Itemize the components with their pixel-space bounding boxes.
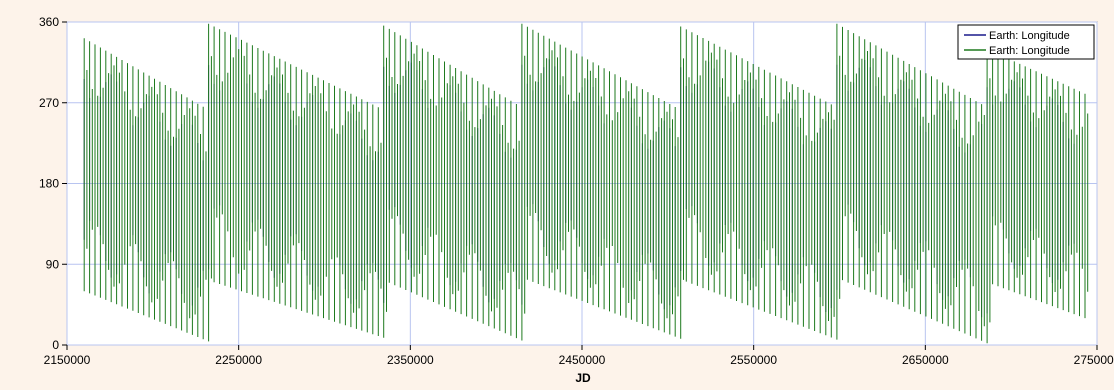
x-tick-label: 2550000 bbox=[730, 353, 777, 367]
series-line-earth-longitude-2 bbox=[83, 23, 1089, 344]
x-tick-label: 2150000 bbox=[44, 353, 91, 367]
series-lines bbox=[83, 23, 1089, 344]
legend-entry: Earth: Longitude bbox=[989, 30, 1070, 42]
legend-box bbox=[957, 24, 1095, 60]
legend: Earth: Longitude Earth: Longitude bbox=[957, 24, 1095, 60]
y-tick-label: 270 bbox=[39, 96, 59, 110]
axes: 2150000 2250000 2350000 2450000 2550000 26500… bbox=[39, 15, 1114, 367]
y-tick-label: 0 bbox=[52, 338, 59, 352]
x-axis-label: JD bbox=[575, 371, 591, 385]
x-tick-label: 2250000 bbox=[215, 353, 262, 367]
x-tick-label: 2450000 bbox=[559, 353, 606, 367]
y-tick-label: 90 bbox=[46, 257, 60, 271]
x-tick-label: 2650000 bbox=[902, 353, 949, 367]
x-tick-label: 2350000 bbox=[387, 353, 434, 367]
legend-entry: Earth: Longitude bbox=[989, 45, 1070, 57]
y-tick-label: 180 bbox=[39, 177, 59, 191]
y-tick-label: 360 bbox=[39, 15, 59, 29]
